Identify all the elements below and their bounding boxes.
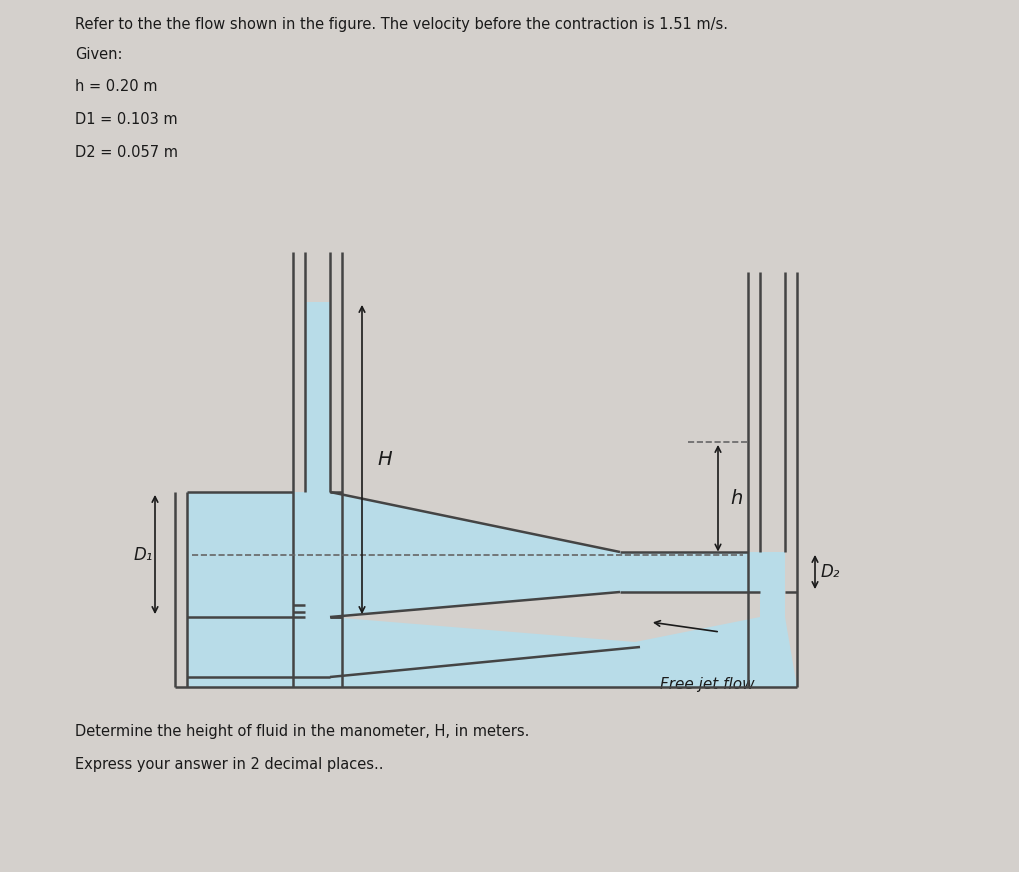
Polygon shape	[187, 492, 305, 617]
Polygon shape	[760, 552, 785, 617]
Text: Free jet flow: Free jet flow	[660, 677, 755, 692]
Text: Express your answer in 2 decimal places..: Express your answer in 2 decimal places.…	[75, 757, 383, 772]
Text: Determine the height of fluid in the manometer, H, in meters.: Determine the height of fluid in the man…	[75, 724, 530, 739]
Polygon shape	[330, 492, 620, 617]
Polygon shape	[620, 552, 760, 592]
Polygon shape	[635, 617, 797, 687]
Text: D1 = 0.103 m: D1 = 0.103 m	[75, 112, 177, 127]
Polygon shape	[305, 302, 330, 617]
Text: D₁: D₁	[133, 546, 153, 563]
Text: h: h	[730, 488, 743, 508]
Text: Refer to the the flow shown in the figure. The velocity before the contraction i: Refer to the the flow shown in the figur…	[75, 17, 728, 32]
Text: D₂: D₂	[821, 563, 841, 581]
Text: D2 = 0.057 m: D2 = 0.057 m	[75, 145, 178, 160]
Polygon shape	[187, 617, 635, 687]
Text: H: H	[377, 450, 391, 469]
Text: Given:: Given:	[75, 47, 122, 62]
Text: h = 0.20 m: h = 0.20 m	[75, 79, 158, 94]
